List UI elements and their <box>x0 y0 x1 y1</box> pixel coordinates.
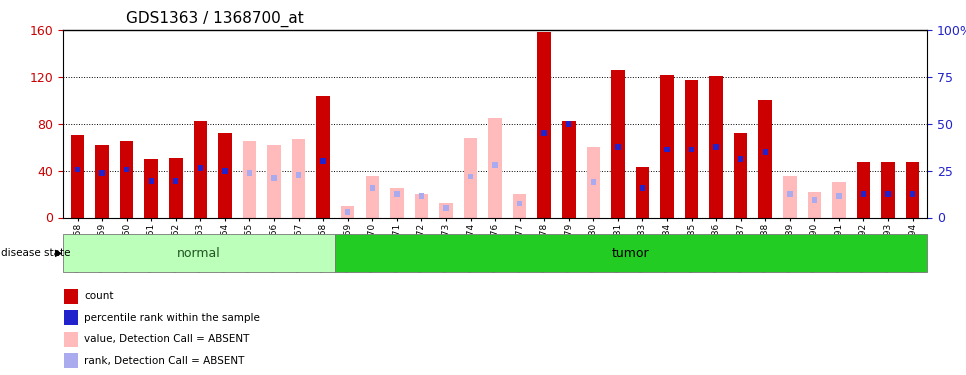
Bar <box>193 122 207 218</box>
Bar <box>145 159 158 218</box>
Bar <box>74 166 80 172</box>
Bar <box>63 234 334 272</box>
Bar <box>390 188 404 218</box>
Bar <box>99 170 104 176</box>
Bar <box>738 156 744 162</box>
Bar <box>517 201 523 206</box>
Bar <box>464 138 477 218</box>
Bar <box>198 165 203 171</box>
Bar <box>542 130 547 136</box>
Bar <box>345 209 351 214</box>
Bar <box>714 144 719 150</box>
Text: ▶: ▶ <box>55 248 63 258</box>
Bar <box>906 162 920 218</box>
Bar <box>586 147 600 218</box>
Text: value, Detection Call = ABSENT: value, Detection Call = ABSENT <box>84 334 249 344</box>
Bar <box>246 170 252 176</box>
Bar <box>689 147 695 153</box>
Bar <box>685 80 698 218</box>
Bar <box>64 332 78 346</box>
Bar <box>808 192 821 217</box>
Bar <box>468 174 473 179</box>
Bar <box>762 149 768 155</box>
Bar <box>370 185 375 191</box>
Bar <box>124 166 129 172</box>
Bar <box>218 133 232 218</box>
Text: rank, Detection Call = ABSENT: rank, Detection Call = ABSENT <box>84 356 244 366</box>
Bar <box>296 172 301 178</box>
Bar <box>120 141 133 218</box>
Bar <box>71 135 84 218</box>
Bar <box>787 191 792 197</box>
Bar <box>173 178 179 184</box>
Bar <box>321 158 326 164</box>
Bar <box>758 100 772 218</box>
Bar <box>639 185 645 191</box>
Bar <box>566 121 572 127</box>
Bar <box>709 76 723 217</box>
Bar <box>513 194 526 217</box>
Bar <box>341 206 355 218</box>
Bar <box>615 144 620 150</box>
Bar <box>590 179 596 185</box>
Bar <box>418 194 424 200</box>
Bar <box>317 96 330 218</box>
Bar <box>910 191 916 197</box>
Bar <box>365 177 379 218</box>
Bar <box>64 353 78 368</box>
Bar <box>169 158 183 218</box>
Bar <box>96 145 109 218</box>
Bar <box>222 168 228 174</box>
Bar <box>562 122 576 218</box>
Bar <box>394 191 400 197</box>
Bar <box>636 167 649 217</box>
Bar <box>334 234 927 272</box>
Bar <box>811 197 817 203</box>
Bar <box>271 175 276 181</box>
Text: GDS1363 / 1368700_at: GDS1363 / 1368700_at <box>126 11 303 27</box>
Bar <box>292 139 305 218</box>
Bar <box>64 310 78 325</box>
Bar <box>783 177 797 218</box>
Bar <box>440 203 453 217</box>
Text: percentile rank within the sample: percentile rank within the sample <box>84 313 260 322</box>
Text: disease state: disease state <box>1 248 71 258</box>
Bar <box>611 70 625 217</box>
Text: count: count <box>84 291 114 301</box>
Bar <box>857 162 870 218</box>
Bar <box>149 178 154 184</box>
Bar <box>861 191 867 197</box>
Text: tumor: tumor <box>612 247 650 259</box>
Bar <box>414 194 428 217</box>
Bar <box>268 145 281 218</box>
Bar <box>881 162 895 218</box>
Bar <box>489 118 501 218</box>
Bar <box>734 133 748 218</box>
Bar <box>837 194 841 200</box>
Bar <box>493 162 497 168</box>
Bar <box>537 32 551 218</box>
Bar <box>665 147 669 153</box>
Bar <box>886 191 891 197</box>
Bar <box>443 205 448 211</box>
Bar <box>242 141 256 218</box>
Bar <box>660 75 673 217</box>
Bar <box>832 182 845 218</box>
Text: normal: normal <box>177 247 220 259</box>
Bar <box>64 289 78 304</box>
